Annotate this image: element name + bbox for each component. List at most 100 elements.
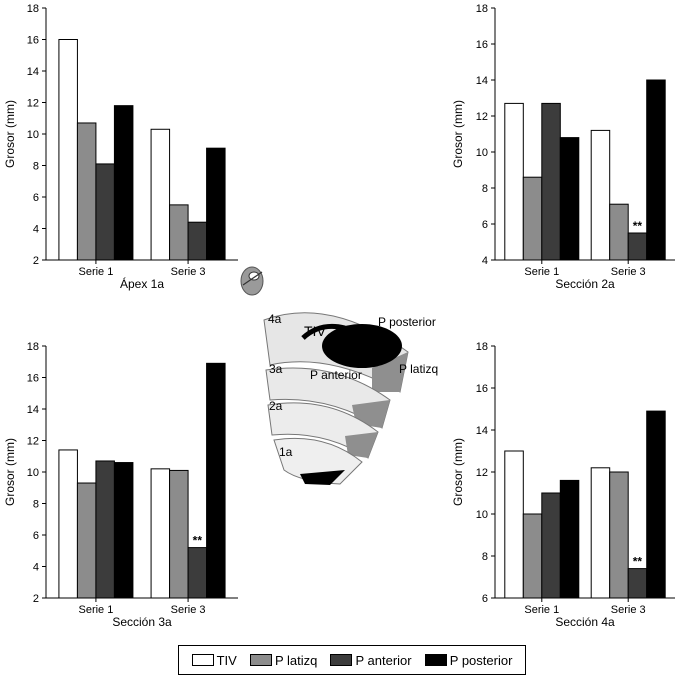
y-tick-label: 12 (27, 436, 39, 448)
x-tick-label: Serie 3 (171, 266, 206, 278)
y-tick-label: 10 (476, 147, 488, 159)
y-tick-label: 6 (482, 593, 488, 605)
chart-panel-4: 6 8 10 12 14 16 18 Grosor (mm) Serie 1 Serie 3 ** S… (451, 341, 675, 629)
y-tick-label: 12 (27, 98, 39, 110)
significance-marker: ** (633, 555, 643, 569)
y-tick-label: 8 (482, 183, 488, 195)
significance-marker: ** (633, 219, 643, 233)
x-tick-label: Serie 1 (524, 604, 559, 616)
bar-serie-1-tiv (58, 39, 78, 261)
y-tick-label: 2 (33, 593, 39, 605)
bar-serie-1-p-posterior (113, 105, 134, 261)
small-heart-icon (240, 266, 264, 296)
bar-serie-3-p-posterior (206, 147, 226, 261)
chart-title: Ápex 1a (120, 276, 164, 291)
y-tick-label: 16 (476, 383, 488, 395)
y-tick-label: 8 (33, 161, 39, 173)
chart-title: Sección 2a (555, 277, 615, 291)
bar-serie-1-p-posterior (559, 479, 580, 599)
bar-serie-3-p-latizq (169, 469, 189, 599)
bar-serie-3-tiv (590, 129, 611, 261)
chart-panel-1: 2 4 6 8 10 12 14 16 18 Grosor (mm) Serie 1 Serie 3 Á… (3, 3, 238, 291)
bar-serie-3-p-posterior (646, 79, 666, 261)
y-tick-label: 4 (482, 255, 488, 267)
bar-serie-1-p-latizq (522, 176, 543, 261)
legend-swatch-tiv (191, 654, 214, 666)
significance-marker: ** (193, 534, 203, 548)
legend-item-p-latizq: P latizq (249, 652, 318, 668)
y-tick-label: 16 (27, 373, 39, 385)
bar-serie-3-p-anterior (187, 221, 208, 261)
bar-serie-1-tiv (58, 449, 78, 599)
y-tick-label: 6 (33, 192, 39, 204)
heart-sections-diagram: 4a TIV P posterior 3a P anterior P latiz… (263, 312, 438, 485)
diagram-label-3a: 3a (269, 362, 283, 376)
y-tick-label: 18 (476, 341, 488, 353)
y-tick-label: 14 (476, 425, 488, 437)
bar-serie-1-p-anterior (95, 163, 115, 261)
y-tick-label: 16 (27, 35, 39, 47)
legend-label-p-anterior: P anterior (355, 652, 412, 668)
legend-swatch-p-posterior (424, 654, 447, 666)
bar-serie-3-tiv (590, 467, 611, 599)
x-tick-label: Serie 1 (78, 266, 113, 278)
y-axis-label: Grosor (mm) (451, 100, 465, 168)
y-tick-label: 8 (482, 551, 488, 563)
x-tick-label: Serie 1 (78, 604, 113, 616)
legend-swatch-p-anterior (330, 654, 353, 666)
bar-serie-1-p-latizq (522, 513, 543, 599)
diagram-label-p-posterior: P posterior (378, 315, 436, 329)
legend-item-tiv: TIV (191, 653, 237, 668)
chart-title: Sección 4a (555, 615, 615, 629)
bar-serie-1-p-posterior (559, 137, 580, 261)
bar-serie-1-p-latizq (76, 122, 97, 261)
chart-title: Sección 3a (112, 615, 172, 629)
section-band-4a (263, 312, 409, 393)
bar-serie-1-p-anterior (541, 492, 561, 599)
y-tick-label: 16 (476, 39, 488, 51)
y-tick-label: 8 (33, 499, 39, 511)
y-tick-label: 18 (27, 341, 39, 353)
bar-serie-3-p-latizq (609, 471, 629, 599)
y-axis-label: Grosor (mm) (451, 438, 465, 506)
section-band-2a (267, 402, 379, 459)
legend-swatch-p-latizq (249, 654, 272, 666)
chart-panel-3: 2 4 6 8 10 12 14 16 18 Grosor (mm) Serie 1 Serie 3 *… (3, 341, 238, 629)
legend-label-p-posterior: P posterior (449, 652, 513, 668)
section-band-1a (273, 437, 363, 485)
y-tick-label: 12 (476, 467, 488, 479)
bar-serie-3-p-anterior (187, 547, 208, 599)
bar-serie-3-p-anterior (627, 568, 648, 599)
y-tick-label: 10 (476, 509, 488, 521)
y-axis-label: Grosor (mm) (3, 438, 17, 506)
bar-serie-3-p-posterior (206, 362, 226, 599)
bar-serie-1-p-anterior (541, 102, 561, 261)
bar-serie-1-tiv (504, 102, 524, 261)
bar-serie-1-p-latizq (76, 482, 97, 599)
bar-serie-1-p-posterior (113, 462, 134, 599)
x-tick-label: Serie 3 (611, 604, 646, 616)
y-tick-label: 18 (476, 3, 488, 15)
diagram-label-p-anterior: P anterior (310, 368, 362, 382)
bar-serie-3-tiv (150, 468, 171, 599)
y-tick-label: 6 (33, 530, 39, 542)
diagram-label-4a: 4a (268, 312, 282, 326)
bar-serie-1-p-anterior (95, 460, 115, 599)
y-tick-label: 4 (33, 224, 39, 236)
x-tick-label: Serie 1 (524, 266, 559, 278)
y-tick-label: 12 (476, 111, 488, 123)
y-tick-label: 6 (482, 219, 488, 231)
bar-serie-3-p-latizq (169, 204, 189, 261)
legend-item-p-posterior: P posterior (424, 652, 513, 668)
y-tick-label: 10 (27, 129, 39, 141)
legend-label-p-latizq: P latizq (274, 652, 318, 668)
diagram-label-tiv: TIV (304, 323, 326, 339)
bar-serie-3-p-latizq (609, 203, 629, 261)
y-tick-label: 14 (476, 75, 488, 87)
diagram-label-p-latizq: P latizq (399, 362, 438, 376)
x-tick-label: Serie 3 (611, 266, 646, 278)
y-tick-label: 14 (27, 66, 39, 78)
diagram-label-2a: 2a (269, 399, 283, 413)
y-tick-label: 14 (27, 404, 39, 416)
